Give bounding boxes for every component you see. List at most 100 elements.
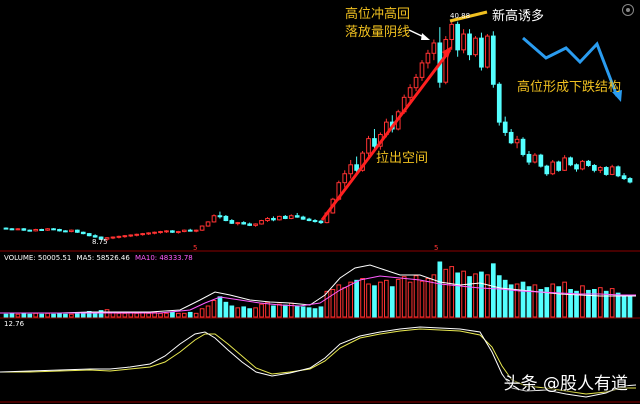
candle-body	[467, 33, 472, 56]
settings-icon[interactable]	[622, 4, 634, 16]
volume-bar	[431, 274, 437, 318]
candle-body	[526, 153, 532, 163]
volume-bar	[342, 287, 348, 318]
candle-body	[229, 220, 235, 224]
volume-header: VOLUME: 50005.51 MA5: 58526.46 MA10: 483…	[4, 254, 193, 262]
volume-bar	[378, 281, 383, 318]
volume-bar	[122, 312, 128, 318]
candle-body	[146, 232, 151, 235]
volume-bar	[265, 301, 270, 318]
candle-body	[544, 165, 550, 175]
candle-body	[586, 160, 591, 166]
candles-layer	[3, 19, 633, 241]
candle-body	[294, 215, 300, 218]
volume-bar	[597, 287, 603, 318]
downtrend-arrowhead	[612, 90, 622, 102]
volume-bar	[69, 313, 74, 318]
candle-body	[461, 33, 466, 51]
volume-bar	[158, 312, 163, 318]
volume-bar	[520, 281, 526, 318]
candle-body	[140, 233, 146, 236]
candle-body	[235, 222, 241, 225]
candle-body	[259, 220, 264, 225]
candle-body	[366, 138, 371, 154]
callout-high-reversal-line1: 高位冲高回	[345, 7, 411, 22]
candle-body	[164, 230, 169, 233]
volume-bar	[51, 313, 56, 318]
candle-body	[508, 131, 514, 144]
callout-high-reversal-line2: 落放量阴线	[345, 25, 411, 40]
candle-body	[193, 229, 199, 232]
candle-body	[265, 217, 270, 222]
volume-bar	[627, 296, 633, 318]
candle-body	[134, 233, 140, 236]
volume-bar	[609, 288, 615, 318]
volume-bar	[336, 284, 342, 318]
volume-bar	[253, 307, 258, 318]
volume-bar	[384, 279, 389, 318]
candle-body	[425, 52, 431, 64]
volume-bar	[508, 284, 514, 318]
candle-body	[74, 229, 80, 233]
candle-body	[39, 228, 44, 231]
candle-body	[449, 23, 455, 41]
volume-bar	[413, 275, 419, 318]
volume-bar	[9, 312, 15, 318]
candle-body	[597, 167, 603, 171]
low-price-label: 8.75	[92, 238, 108, 246]
volume-bar	[490, 263, 496, 318]
indicator-line-yellow	[0, 328, 636, 395]
volume-bar	[277, 303, 282, 318]
volume-bar	[461, 270, 466, 318]
candle-body	[253, 223, 258, 226]
volume-bar	[300, 306, 306, 318]
volume-bar	[538, 289, 544, 318]
volume-value: VOLUME: 50005.51	[4, 254, 72, 262]
volume-bar	[473, 273, 478, 318]
candle-body	[615, 166, 621, 177]
volume-bar	[603, 290, 609, 318]
volume-bar	[455, 272, 460, 318]
volume-bar	[152, 311, 157, 318]
candle-body	[627, 178, 633, 183]
candle-body	[3, 227, 9, 230]
volume-bar	[187, 311, 193, 318]
candle-body	[520, 138, 526, 155]
volume-bar	[98, 310, 104, 318]
volume-bar	[360, 278, 365, 318]
candle-body	[288, 215, 294, 219]
callout-high-reversal: 高位冲高回 落放量阴线	[345, 6, 410, 42]
volume-bar	[223, 301, 229, 318]
volume-bar	[74, 312, 80, 318]
candle-body	[514, 138, 520, 144]
candle-body	[609, 166, 615, 175]
candle-body	[479, 37, 484, 68]
candle-body	[104, 237, 110, 240]
callout-new-high: 新高诱多	[492, 9, 545, 24]
volume-bar	[3, 313, 9, 318]
candle-body	[241, 222, 247, 225]
volume-bar	[425, 278, 431, 318]
candle-body	[199, 225, 205, 231]
candle-body	[318, 220, 324, 224]
candle-body	[556, 161, 562, 171]
candle-body	[110, 236, 116, 239]
volume-bar	[526, 286, 532, 318]
volume-bar	[205, 305, 211, 318]
candle-body	[354, 164, 359, 171]
candle-body	[282, 215, 288, 219]
candle-body	[490, 35, 496, 85]
volume-bar	[389, 286, 395, 318]
candle-body	[443, 39, 449, 83]
watermark-text: 头条 @股人有道	[503, 374, 628, 394]
pull-up-trend-line	[320, 49, 452, 221]
volume-bar	[63, 313, 68, 318]
candle-body	[170, 230, 175, 233]
candle-body	[300, 216, 306, 220]
volume-bar	[479, 271, 484, 318]
new-high-highlight-line	[449, 10, 488, 23]
candle-body	[33, 228, 39, 232]
volume-bar	[211, 300, 217, 318]
candle-body	[128, 234, 134, 237]
